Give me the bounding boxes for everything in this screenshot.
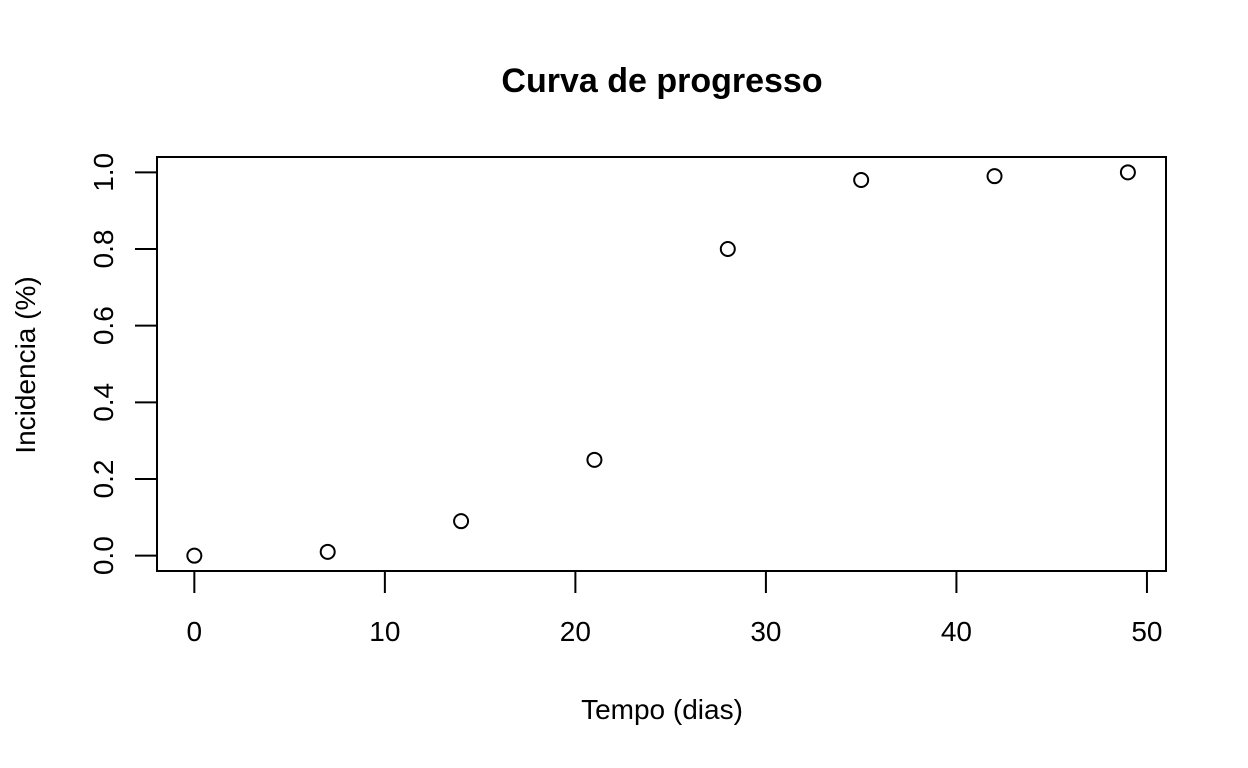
data-point [1119, 164, 1136, 181]
x-tick-label: 20 [560, 616, 591, 647]
y-axis: 0.0 0.2 0.4 0.6 0.8 1.0 [88, 153, 158, 575]
x-axis-label: Tempo (dias) [581, 694, 743, 725]
y-tick-label: 1.0 [88, 153, 119, 192]
data-point [586, 451, 603, 468]
x-axis: 0 10 20 30 40 50 [187, 570, 1163, 647]
x-tick-label: 50 [1131, 616, 1162, 647]
y-tick-label: 0.4 [88, 383, 119, 422]
plot-frame [156, 156, 1167, 572]
y-tick-label: 0.0 [88, 536, 119, 575]
data-points [186, 164, 1136, 564]
y-tick-label: 0.6 [88, 306, 119, 345]
y-axis-label: Incidencia (%) [10, 276, 41, 453]
data-point [186, 547, 203, 564]
data-point [986, 168, 1003, 185]
x-tick-label: 0 [187, 616, 203, 647]
data-point [319, 543, 336, 560]
data-point [719, 241, 736, 257]
y-tick-label: 0.2 [88, 460, 119, 499]
x-tick-label: 40 [941, 616, 972, 647]
x-tick-label: 30 [750, 616, 781, 647]
x-tick-label: 10 [369, 616, 400, 647]
data-point [853, 172, 870, 188]
chart-title: Curva de progresso [501, 62, 822, 100]
data-point [453, 513, 470, 530]
y-tick-label: 0.8 [88, 230, 119, 269]
